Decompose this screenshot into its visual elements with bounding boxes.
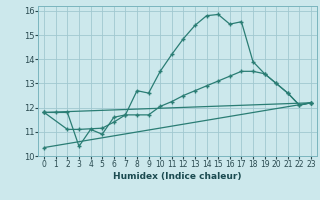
X-axis label: Humidex (Indice chaleur): Humidex (Indice chaleur)	[113, 172, 242, 181]
